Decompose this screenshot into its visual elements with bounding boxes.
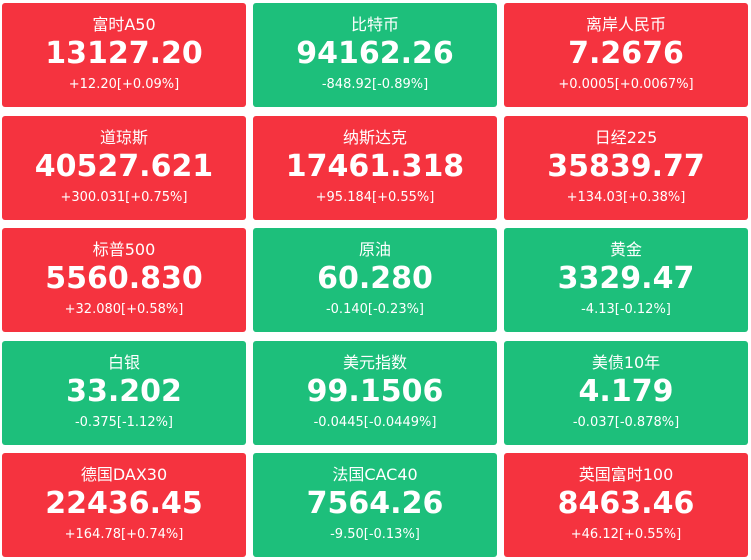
quote-name: 富时A50 <box>92 15 156 34</box>
quote-tile[interactable]: 纳斯达克 17461.318 +95.184[+0.55%] <box>253 115 497 220</box>
quote-change: -4.13[-0.12%] <box>581 302 671 317</box>
quote-name: 标普500 <box>92 240 156 259</box>
quote-name: 黄金 <box>609 240 642 259</box>
quote-tile[interactable]: 富时A50 13127.20 +12.20[+0.09%] <box>2 3 246 107</box>
quote-change: +0.0005[+0.0067%] <box>558 77 694 92</box>
quote-name: 原油 <box>358 240 391 259</box>
quote-price: 35839.77 <box>547 148 705 184</box>
quote-change: +12.20[+0.09%] <box>68 77 180 92</box>
quote-tile[interactable]: 黄金 3329.47 -4.13[-0.12%] <box>504 228 748 332</box>
quote-change: +95.184[+0.55%] <box>315 189 435 205</box>
quote-price: 7.2676 <box>568 36 684 71</box>
quote-tile[interactable]: 道琼斯 40527.621 +300.031[+0.75%] <box>2 115 246 220</box>
quote-tile[interactable]: 比特币 94162.26 -848.92[-0.89%] <box>253 3 497 107</box>
quote-price: 99.1506 <box>306 373 444 409</box>
quote-change: +134.03[+0.38%] <box>566 189 686 205</box>
quote-name: 法国CAC40 <box>332 465 418 484</box>
quote-price: 22436.45 <box>45 486 203 521</box>
quote-price: 94162.26 <box>296 36 454 71</box>
quote-name: 比特币 <box>350 15 399 34</box>
quote-change: -848.92[-0.89%] <box>321 77 429 92</box>
quote-name: 英国富时100 <box>578 465 674 484</box>
quote-change: +164.78[+0.74%] <box>64 527 184 542</box>
quote-tile[interactable]: 原油 60.280 -0.140[-0.23%] <box>253 228 497 332</box>
quote-price: 3329.47 <box>557 261 695 296</box>
quote-change: -0.140[-0.23%] <box>325 302 425 317</box>
quote-price: 7564.26 <box>306 486 444 521</box>
quote-name: 德国DAX30 <box>80 465 168 484</box>
quote-change: +300.031[+0.75%] <box>60 189 188 205</box>
quote-name: 白银 <box>107 352 140 372</box>
quote-change: +46.12[+0.55%] <box>570 527 682 542</box>
quote-price: 40527.621 <box>34 148 214 184</box>
quote-price: 8463.46 <box>557 486 695 521</box>
quote-name: 纳斯达克 <box>342 127 407 147</box>
quote-change: -0.037[-0.878%] <box>572 414 680 430</box>
quote-price: 5560.830 <box>45 261 203 296</box>
quote-name: 离岸人民币 <box>585 15 666 34</box>
quote-price: 60.280 <box>317 261 433 296</box>
quote-price: 33.202 <box>66 373 182 409</box>
quote-tile[interactable]: 标普500 5560.830 +32.080[+0.58%] <box>2 228 246 332</box>
quote-tile[interactable]: 德国DAX30 22436.45 +164.78[+0.74%] <box>2 453 246 557</box>
quote-change: -0.0445[-0.0449%] <box>313 414 437 430</box>
quote-change: -9.50[-0.13%] <box>330 527 420 542</box>
quote-tile[interactable]: 美债10年 4.179 -0.037[-0.878%] <box>504 340 748 445</box>
quote-name: 美元指数 <box>342 352 407 372</box>
quote-name: 美债10年 <box>591 352 661 372</box>
quote-name: 日经225 <box>594 127 658 147</box>
quote-tile[interactable]: 离岸人民币 7.2676 +0.0005[+0.0067%] <box>504 3 748 107</box>
quote-tile[interactable]: 美元指数 99.1506 -0.0445[-0.0449%] <box>253 340 497 445</box>
quote-tile[interactable]: 法国CAC40 7564.26 -9.50[-0.13%] <box>253 453 497 557</box>
quote-price: 4.179 <box>578 373 674 409</box>
quote-price: 13127.20 <box>45 36 203 71</box>
quote-change: +32.080[+0.58%] <box>64 302 184 317</box>
quote-price: 17461.318 <box>285 148 465 184</box>
quote-tile[interactable]: 白银 33.202 -0.375[-1.12%] <box>2 340 246 445</box>
quote-name: 道琼斯 <box>99 127 148 147</box>
quote-tile[interactable]: 英国富时100 8463.46 +46.12[+0.55%] <box>504 453 748 557</box>
quote-tile[interactable]: 日经225 35839.77 +134.03[+0.38%] <box>504 115 748 220</box>
quote-change: -0.375[-1.12%] <box>74 414 174 430</box>
